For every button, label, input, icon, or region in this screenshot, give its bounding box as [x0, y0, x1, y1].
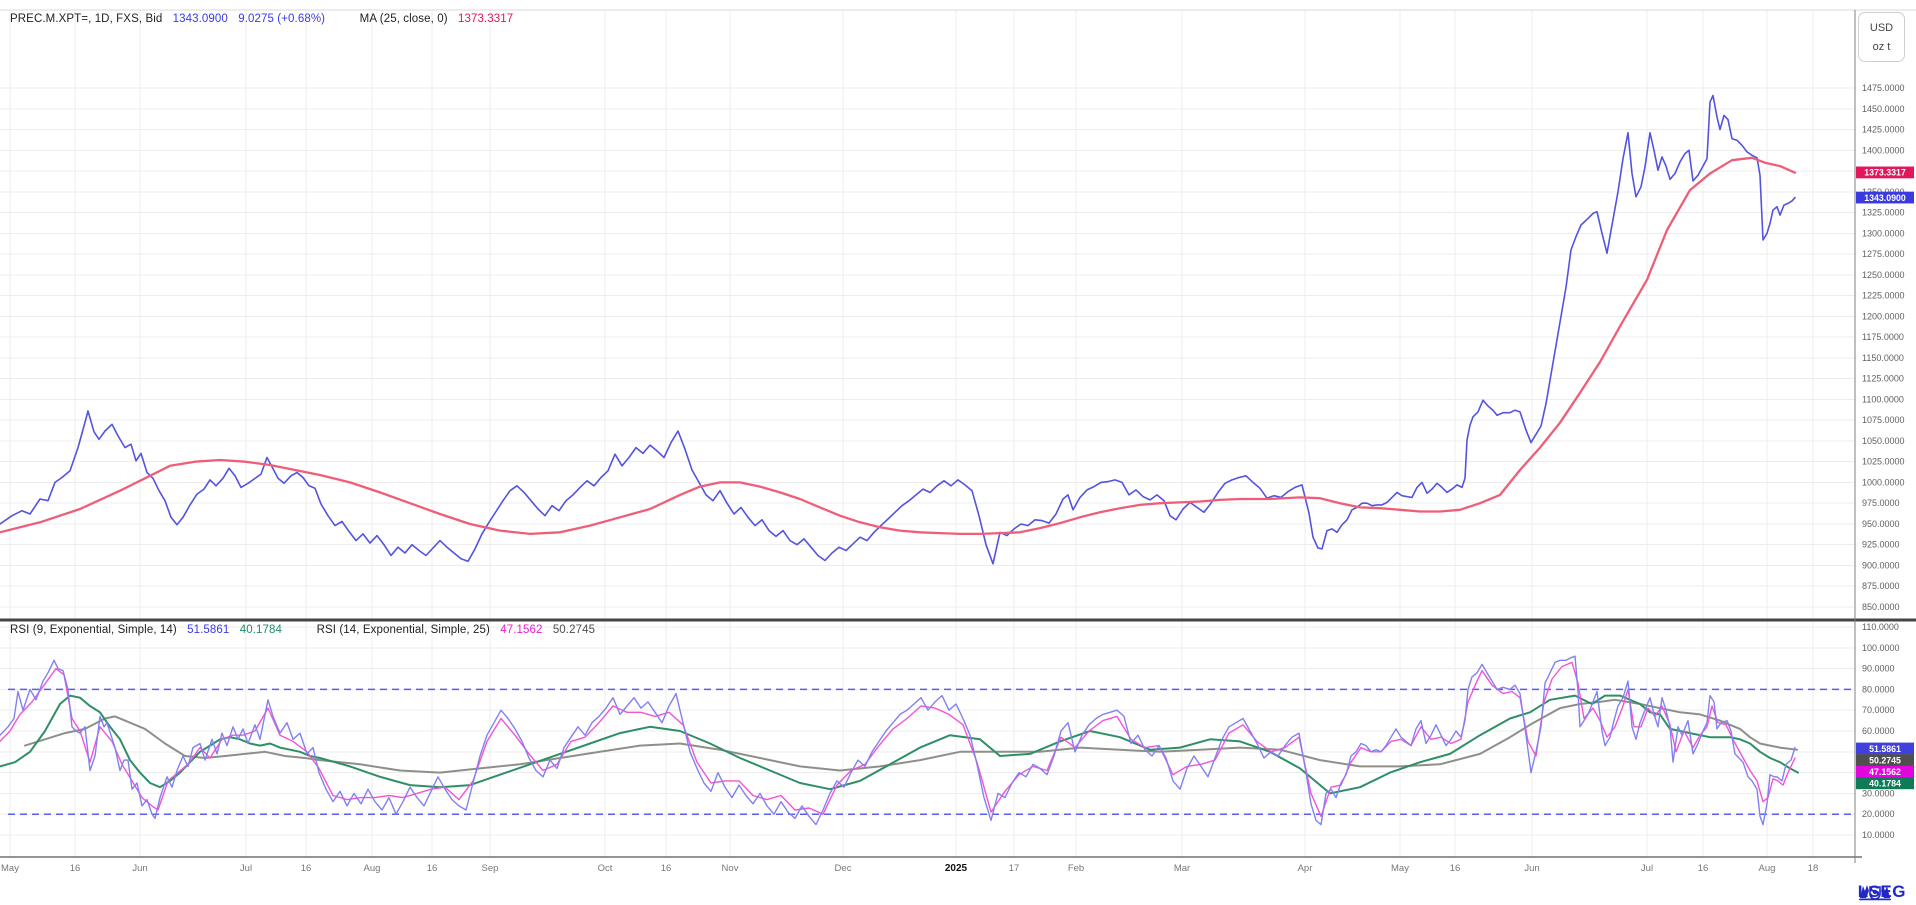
- x-axis-label: Aug: [1759, 863, 1776, 874]
- y-axis-tick-label: 80.0000: [1862, 684, 1895, 694]
- y-axis-tick-label: 1025.0000: [1862, 457, 1905, 467]
- x-axis-label: 16: [427, 863, 438, 874]
- x-axis-label: Nov: [722, 863, 739, 874]
- x-axis-label: May: [1, 863, 19, 874]
- x-axis-label: 18: [1808, 863, 1819, 874]
- value-badge: [1856, 777, 1914, 790]
- y-axis-tick-label: 70.0000: [1862, 705, 1895, 715]
- series-ma_line: [0, 156, 1797, 536]
- rsi9-value: 51.5861: [187, 624, 230, 636]
- series-rsi14_ma_line: [24, 698, 1798, 774]
- price-panel-legend[interactable]: PREC.M.XPT=, 1D, FXS, Bid 1343.0900 9.02…: [10, 13, 520, 25]
- rsi14-ma-value: 50.2745: [552, 624, 596, 636]
- y-axis-tick-label: 1200.0000: [1862, 311, 1905, 321]
- rsi-panel-legend[interactable]: RSI (9, Exponential, Simple, 14) 51.5861…: [10, 624, 602, 636]
- y-axis-tick-label: 1300.0000: [1862, 228, 1905, 238]
- x-axis-label: 16: [1698, 863, 1709, 874]
- x-axis-label: Sep: [482, 863, 499, 874]
- y-axis-tick-label: 110.0000: [1862, 622, 1899, 632]
- value-badge: [1856, 166, 1914, 179]
- y-axis-tick-label: 875.0000: [1862, 581, 1900, 591]
- y-axis-tick-label: 1475.0000: [1862, 83, 1905, 93]
- value-badge-text: 1373.3317: [1864, 168, 1906, 178]
- axis-unit-currency: USD: [1869, 21, 1894, 34]
- y-axis-tick-label: 1100.0000: [1862, 394, 1904, 404]
- value-badge: [1856, 754, 1914, 767]
- y-axis-tick-label: 1050.0000: [1862, 436, 1905, 446]
- series-rsi14_line: [0, 661, 1796, 817]
- x-axis-label: Jul: [1641, 863, 1653, 874]
- value-badge-text: 50.2745: [1869, 755, 1901, 765]
- series-rsi9_ma_line: [0, 694, 1799, 795]
- axis-unit-measure: oz t: [1872, 40, 1891, 53]
- ma-label: MA (25, close, 0): [359, 13, 448, 25]
- x-axis-label: Mar: [1174, 863, 1190, 874]
- series-price_line: [0, 94, 1796, 565]
- x-axis-label: 17: [1009, 863, 1020, 874]
- y-axis-tick-label: 850.0000: [1862, 602, 1900, 612]
- x-axis-label: Aug: [364, 863, 381, 874]
- y-axis-tick-label: 1125.0000: [1862, 374, 1904, 384]
- rsi14-label: RSI (14, Exponential, Simple, 25): [316, 624, 490, 636]
- ma-value: 1373.3317: [457, 13, 514, 25]
- value-badge-text: 47.1562: [1869, 767, 1901, 777]
- value-badge-text: 1343.0900: [1864, 193, 1906, 203]
- y-axis-tick-label: 20.0000: [1862, 809, 1895, 819]
- value-badge-text: 51.5861: [1869, 744, 1901, 754]
- y-axis-tick-label: 30.0000: [1862, 788, 1895, 798]
- x-axis-label: 16: [301, 863, 312, 874]
- y-axis-tick-label: 1150.0000: [1862, 353, 1904, 363]
- y-axis-tick-label: 100.0000: [1862, 643, 1900, 653]
- y-axis-tick-label: 925.0000: [1862, 540, 1900, 550]
- y-axis-tick-label: 90.0000: [1862, 664, 1895, 674]
- y-axis-tick-label: 975.0000: [1862, 498, 1900, 508]
- x-axis-label: Jun: [132, 863, 147, 874]
- axis-unit-box[interactable]: USD oz t: [1858, 12, 1905, 62]
- lseg-logo: LSEG: [1858, 882, 1906, 902]
- x-axis-label: Oct: [598, 863, 613, 874]
- x-axis-label: Feb: [1068, 863, 1084, 874]
- x-axis-label: 2025: [945, 863, 968, 874]
- instrument-label: PREC.M.XPT=, 1D, FXS, Bid: [10, 13, 163, 25]
- x-axis-label: 16: [661, 863, 672, 874]
- rsi9-label: RSI (9, Exponential, Simple, 14): [10, 624, 177, 636]
- series-rsi9_line: [0, 655, 1796, 826]
- rsi9-ma-value: 40.1784: [239, 624, 282, 636]
- y-axis-tick-label: 1400.0000: [1862, 145, 1905, 155]
- lseg-logo-icon: [1858, 885, 1891, 901]
- y-axis-tick-label: 10.0000: [1862, 830, 1895, 840]
- value-badge: [1856, 765, 1914, 778]
- y-axis-tick-label: 1250.0000: [1862, 270, 1905, 280]
- y-axis-tick-label: 1175.0000: [1862, 332, 1904, 342]
- x-axis-label: 16: [70, 863, 81, 874]
- bid-value: 1343.0900: [172, 13, 228, 25]
- x-axis-label: May: [1391, 863, 1409, 874]
- y-axis-tick-label: 950.0000: [1862, 519, 1900, 529]
- value-badge: [1856, 191, 1914, 204]
- y-axis-tick-label: 1325.0000: [1862, 208, 1905, 218]
- x-axis-label: Apr: [1298, 863, 1313, 874]
- y-axis-tick-label: 1225.0000: [1862, 291, 1905, 301]
- y-axis-tick-label: 60.0000: [1862, 726, 1895, 736]
- x-axis-label: Jul: [240, 863, 252, 874]
- rsi14-value: 47.1562: [500, 624, 543, 636]
- x-axis-label: Dec: [835, 863, 852, 874]
- y-axis-tick-label: 900.0000: [1862, 560, 1900, 570]
- y-axis-tick-label: 1275.0000: [1862, 249, 1905, 259]
- y-axis-tick-label: 1075.0000: [1862, 415, 1905, 425]
- value-badge-text: 40.1784: [1869, 779, 1901, 789]
- y-axis-tick-label: 1425.0000: [1862, 125, 1905, 135]
- y-axis-tick-label: 1450.0000: [1862, 104, 1905, 114]
- y-axis-tick-label: 1000.0000: [1862, 477, 1905, 487]
- x-axis-label: 16: [1450, 863, 1461, 874]
- value-badge: [1856, 742, 1914, 755]
- x-axis-label: Jun: [1524, 863, 1539, 874]
- change-value: 9.0275 (+0.68%): [238, 13, 326, 25]
